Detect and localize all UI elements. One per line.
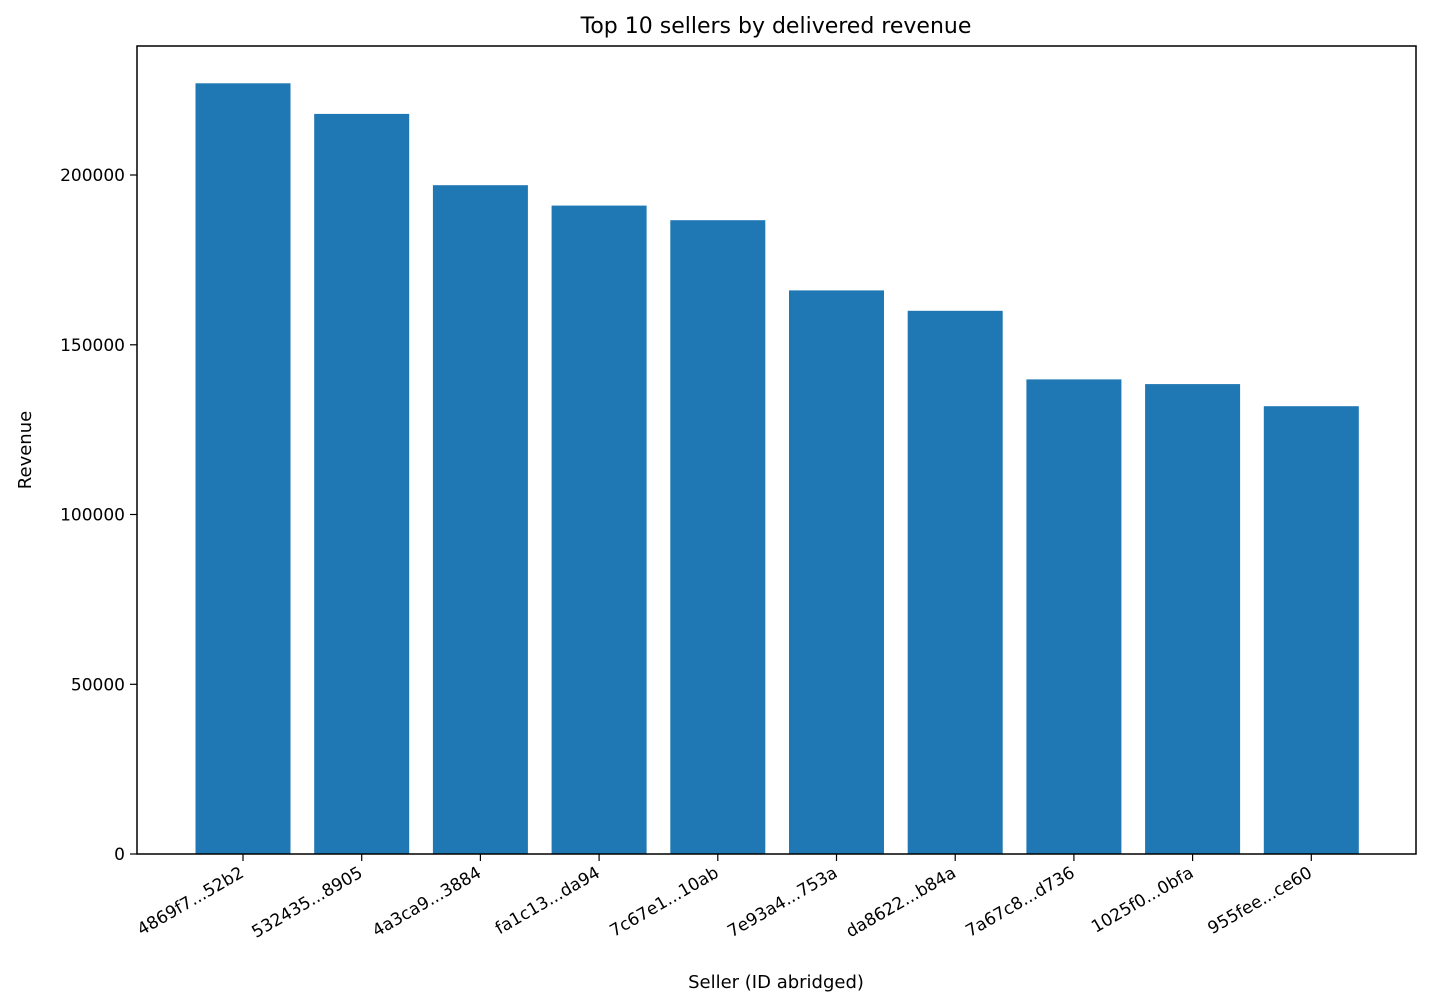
y-tick-label: 0 bbox=[114, 845, 125, 865]
y-tick-label: 200000 bbox=[60, 166, 125, 186]
x-tick-label: fa1c13...da94 bbox=[492, 863, 604, 939]
x-tick-label: 7c67e1...10ab bbox=[607, 863, 723, 941]
bars-group bbox=[195, 83, 1359, 855]
chart-title: Top 10 sellers by delivered revenue bbox=[580, 14, 972, 39]
x-axis-ticks: 4869f7...52b2 532435...8905 4a3ca9...3884 f… bbox=[134, 854, 1316, 943]
bar-7c67e1...10ab bbox=[670, 220, 766, 854]
y-tick-label: 150000 bbox=[60, 336, 125, 356]
y-axis-ticks: 0 50000 100000 150000 200000 bbox=[60, 166, 137, 865]
bar-1025f0...0bfa bbox=[1145, 384, 1241, 854]
y-tick-label: 100000 bbox=[60, 506, 125, 526]
y-tick-label: 50000 bbox=[71, 675, 125, 695]
x-tick-label: 532435...8905 bbox=[248, 863, 366, 943]
bar-fa1c13...da94 bbox=[551, 205, 647, 855]
x-tick-label: 7e93a4...753a bbox=[724, 863, 841, 942]
x-tick-label: 4869f7...52b2 bbox=[134, 863, 248, 940]
bar-7a67c8...d736 bbox=[1026, 379, 1122, 854]
x-axis-label: Seller (ID abridged) bbox=[688, 972, 864, 993]
x-tick-label: 4a3ca9...3884 bbox=[369, 863, 485, 941]
x-tick-label: 1025f0...0bfa bbox=[1088, 863, 1197, 937]
bar-955fee...ce60 bbox=[1263, 406, 1359, 854]
plot-frame bbox=[136, 45, 1417, 855]
x-tick-label: 955fee...ce60 bbox=[1204, 863, 1315, 939]
y-axis-label: Revenue bbox=[15, 411, 36, 489]
x-tick-label: 7a67c8...d736 bbox=[962, 863, 1078, 942]
x-tick-label: da8622...b84a bbox=[843, 863, 960, 942]
bar-4a3ca9...3884 bbox=[432, 185, 528, 854]
bar-da8622...b84a bbox=[907, 310, 1003, 854]
bar-532435...8905 bbox=[314, 113, 410, 854]
bar-4869f7...52b2 bbox=[195, 83, 291, 855]
bar-7e93a4...753a bbox=[789, 290, 884, 854]
